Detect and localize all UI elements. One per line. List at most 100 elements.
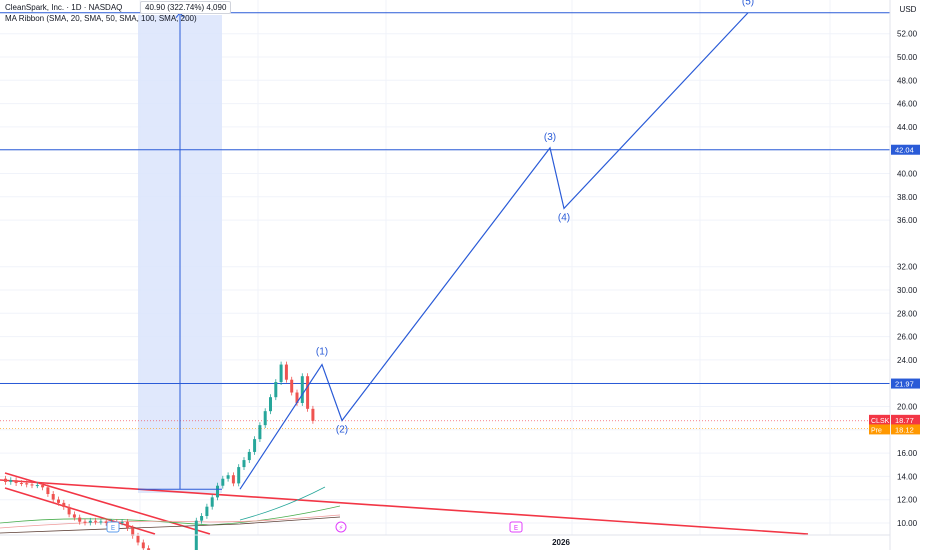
event-label: E	[514, 524, 518, 532]
y-tick-label: 26.00	[897, 333, 918, 342]
candle-body	[205, 506, 209, 517]
candle-body	[4, 478, 7, 482]
candle-body	[216, 485, 219, 498]
candle-body	[14, 480, 18, 484]
lightning-icon	[335, 521, 347, 533]
long-trendline	[0, 479, 809, 535]
candle-body	[25, 483, 29, 485]
candle-body	[94, 520, 98, 522]
candle-body	[141, 542, 145, 549]
candle-body	[9, 480, 13, 482]
symbol-tag-label: CLSK	[871, 418, 890, 425]
indicator-legend[interactable]: MA Ribbon (SMA, 20, SMA, 50, SMA, 100, S…	[5, 14, 197, 23]
candle-body	[83, 521, 87, 523]
price-tag-bg	[891, 144, 920, 155]
ma-200	[239, 486, 326, 521]
candle-body	[221, 478, 225, 486]
wave-label: (5)	[742, 0, 754, 8]
y-tick-label: 44.00	[897, 123, 918, 132]
candle-body	[258, 425, 262, 440]
candle-body	[104, 521, 108, 523]
candle-body	[62, 502, 66, 507]
time-axis: 2026	[552, 538, 570, 547]
trendlines	[0, 472, 809, 535]
event-markers: E ⚡ E	[106, 521, 523, 533]
y-tick-label: 52.00	[897, 30, 918, 39]
candle-body	[200, 516, 204, 521]
candle-body	[120, 521, 124, 523]
wave-label: (3)	[544, 132, 556, 143]
price-axis-bg	[890, 0, 932, 550]
price-tag-label: 18.77	[895, 416, 914, 425]
price-tag-bg	[891, 378, 920, 389]
candle-body	[131, 528, 135, 536]
candle-body	[78, 517, 82, 522]
y-tick-label: 40.00	[897, 170, 918, 179]
candle-body	[290, 379, 294, 393]
y-tick-label: 12.00	[897, 496, 918, 505]
candle-body	[41, 485, 45, 488]
candle-body	[231, 475, 235, 484]
price-tag-bg	[891, 424, 920, 435]
elliott-wave-projection: (1) (2) (3) (4) (5)	[239, 0, 754, 490]
event-label: ⚡	[339, 524, 344, 532]
earnings-e-icon	[106, 521, 120, 533]
candle-body	[242, 460, 246, 468]
candle-body	[295, 392, 299, 404]
candle-body	[300, 376, 304, 404]
candle-body	[263, 411, 267, 426]
y-tick-label: 30.00	[897, 286, 918, 295]
candle-body	[125, 521, 129, 529]
chart-title[interactable]: CleanSpark, Inc. · 1D · NASDAQ	[5, 3, 123, 12]
chart-grid	[0, 0, 890, 535]
y-tick-label: 38.00	[897, 193, 918, 202]
price-tag-label: 42.04	[895, 146, 914, 155]
candle-body	[72, 514, 76, 518]
candle-body	[88, 520, 92, 523]
earnings-e-icon	[509, 521, 523, 533]
ma-ribbon	[0, 486, 341, 534]
y-tick-label: 48.00	[897, 76, 918, 85]
event-label: E	[111, 524, 115, 532]
y-tick-label: 46.00	[897, 100, 918, 109]
candle-body	[51, 494, 55, 500]
candle-body	[247, 451, 251, 461]
candle-body	[67, 506, 71, 515]
candle-body	[237, 467, 241, 484]
candle-body	[269, 397, 272, 412]
y-tick-label: 32.00	[897, 263, 918, 272]
candle-body	[279, 364, 283, 383]
y-tick-label: 50.00	[897, 53, 918, 62]
candle-body	[35, 485, 39, 487]
wave-path	[239, 12, 749, 490]
symbol-tag-bg	[869, 424, 890, 435]
symbol-tag-label: Pre	[871, 427, 882, 434]
wave-label: (1)	[316, 347, 328, 358]
currency-label[interactable]: USD	[899, 5, 917, 14]
candle-body	[46, 487, 50, 495]
candle-body	[284, 364, 288, 380]
candle-body	[253, 439, 257, 452]
measure-readout: 40.90 (322.74%) 4,090	[140, 1, 232, 14]
y-tick-label: 14.00	[897, 472, 918, 481]
candle-body	[30, 484, 34, 486]
y-tick-label: 20.00	[897, 403, 918, 412]
ma-50	[0, 514, 341, 529]
candle-body	[306, 376, 310, 409]
candle-body	[57, 499, 60, 503]
y-tick-label: 28.00	[897, 309, 918, 318]
candle-body	[19, 483, 23, 485]
price-tag-bg	[891, 414, 920, 425]
x-tick-label: 2026	[552, 538, 570, 547]
y-tick-label: 16.00	[897, 449, 918, 458]
y-tick-label: 36.00	[897, 216, 918, 225]
candle-body	[136, 535, 140, 543]
candle-body	[311, 408, 315, 421]
ma-20	[0, 505, 341, 526]
candle-body	[147, 548, 151, 550]
y-tick-label: 10.00	[897, 519, 918, 528]
candle-body	[274, 382, 278, 398]
descending-trendline-lower	[4, 487, 156, 535]
